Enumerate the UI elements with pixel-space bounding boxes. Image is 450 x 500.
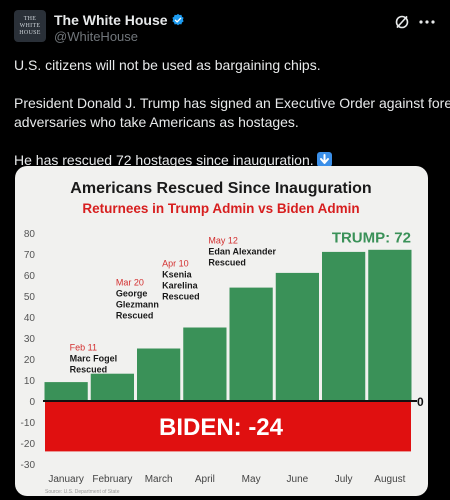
chart-subtitle: Returnees in Trump Admin vs Biden Admin xyxy=(82,201,359,216)
annotation-text: Rescued xyxy=(116,311,154,321)
annotation-text: Glezmann xyxy=(116,300,159,310)
more-options-icon[interactable] xyxy=(418,14,436,30)
y-tick-label: -30 xyxy=(21,460,36,471)
y-tick-label: 70 xyxy=(24,250,36,261)
annotation-text: Rescued xyxy=(208,258,246,268)
tweet-header: THE WHITE HOUSE The White House @WhiteHo… xyxy=(14,10,436,44)
y-tick-label: -20 xyxy=(21,439,36,450)
bar-march xyxy=(137,348,181,401)
x-tick-label: January xyxy=(48,474,84,485)
grok-icon[interactable] xyxy=(394,14,410,30)
author-handle[interactable]: @WhiteHouse xyxy=(54,29,139,44)
y-tick-label: 40 xyxy=(24,313,36,324)
annotation-date: Apr 10 xyxy=(162,259,189,269)
y-tick-label: -10 xyxy=(21,418,36,429)
y-tick-label: 80 xyxy=(24,229,36,240)
y-tick-label: 60 xyxy=(24,271,36,282)
tweet-paragraph-3: He has rescued 72 hostages since inaugur… xyxy=(14,152,314,168)
bar-june xyxy=(275,272,319,401)
biden-label: BIDEN: -24 xyxy=(159,414,284,441)
annotation-date: Mar 20 xyxy=(116,278,144,288)
author-name-text: The White House xyxy=(54,12,168,28)
y-tick-label: 20 xyxy=(24,355,36,366)
bar-april xyxy=(183,327,227,401)
y-tick-label: 0 xyxy=(29,397,35,408)
annotation-text: Edan Alexander xyxy=(208,247,276,257)
avatar[interactable]: THE WHITE HOUSE xyxy=(14,10,46,42)
annotation-text: Rescued xyxy=(162,292,200,302)
annotation-text: Karelina xyxy=(162,281,199,291)
verified-badge-icon xyxy=(171,13,184,26)
biden-bar xyxy=(45,401,411,452)
tweet-paragraph-1: U.S. citizens will not be used as bargai… xyxy=(14,57,321,73)
y-tick-label: 10 xyxy=(24,376,36,387)
zero-label: 0 xyxy=(417,395,424,409)
chart-source: Source: U.S. Department of State xyxy=(45,489,120,495)
bar-july xyxy=(322,251,366,401)
annotation-date: Feb 11 xyxy=(70,343,97,353)
tweet-paragraph-2-line-1: President Donald J. Trump has signed an … xyxy=(14,95,450,111)
rescued-chart: Americans Rescued Since Inauguration Retu… xyxy=(21,180,424,495)
annotation-date: May 12 xyxy=(208,236,238,246)
y-tick-label: 30 xyxy=(24,334,36,345)
x-tick-label: June xyxy=(287,474,309,485)
x-tick-label: April xyxy=(195,474,215,485)
annotation-text: George xyxy=(116,289,148,299)
trump-label: TRUMP: 72 xyxy=(332,230,411,247)
x-tick-label: July xyxy=(335,474,353,485)
author-name[interactable]: The White House xyxy=(54,12,185,28)
x-tick-label: March xyxy=(145,474,173,485)
down-arrow-emoji-icon xyxy=(316,152,332,167)
bar-august xyxy=(368,249,412,401)
y-tick-label: 50 xyxy=(24,292,36,303)
x-tick-label: August xyxy=(374,474,405,485)
bar-january xyxy=(44,382,88,401)
x-tick-label: February xyxy=(92,474,132,485)
tweet-text: U.S. citizens will not be used as bargai… xyxy=(14,56,450,170)
tweet-paragraph-3-line: He has rescued 72 hostages since inaugur… xyxy=(14,151,439,170)
annotation-text: Rescued xyxy=(70,365,108,375)
avatar-text: THE WHITE HOUSE xyxy=(19,16,41,36)
annotation-text: Ksenia xyxy=(162,270,193,280)
chart-title: Americans Rescued Since Inauguration xyxy=(70,180,371,197)
tweet-paragraph-2-line-2: adversaries who take Americans as hostag… xyxy=(14,114,299,130)
x-tick-label: May xyxy=(242,474,261,485)
chart-image-card[interactable]: Americans Rescued Since Inauguration Retu… xyxy=(15,166,428,496)
bar-may xyxy=(229,287,273,401)
bar-february xyxy=(90,373,134,401)
annotation-text: Marc Fogel xyxy=(70,354,118,364)
